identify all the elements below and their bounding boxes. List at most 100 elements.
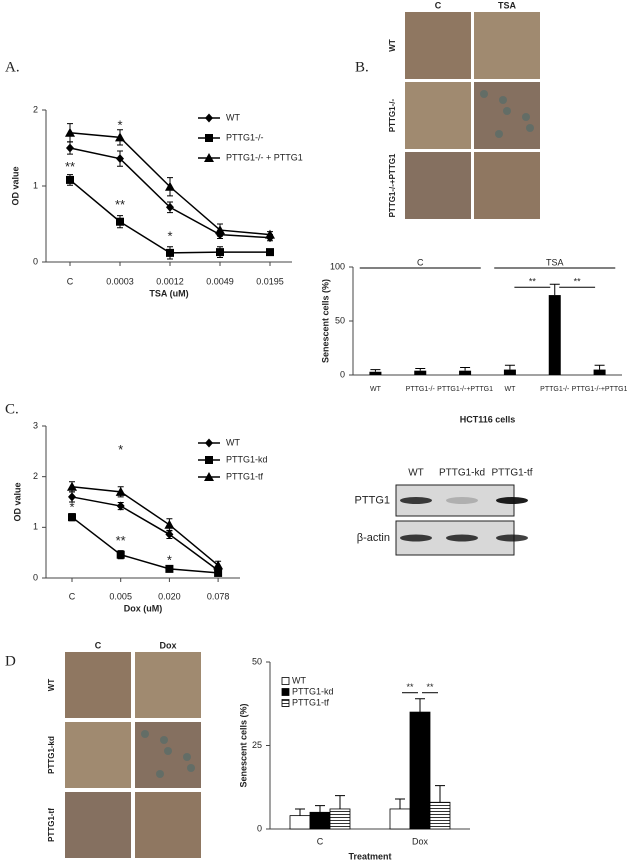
series-line: [71, 516, 219, 574]
stain-spot: [183, 753, 191, 761]
annotation: *: [117, 117, 122, 132]
y-tick-label: 2: [33, 104, 38, 114]
stain-spot: [160, 736, 168, 744]
micrograph: [405, 152, 471, 219]
marker: [166, 202, 174, 212]
series-line: [71, 496, 219, 572]
group-label: C: [417, 257, 424, 267]
blot-row-label: PTTG1: [355, 494, 390, 506]
marker: [115, 486, 126, 496]
bar: [289, 815, 311, 830]
marker: [165, 564, 174, 573]
stain-spot: [526, 124, 534, 132]
y-tick-label: 0: [33, 572, 38, 582]
marker: [215, 225, 225, 235]
panel-label: B.: [355, 59, 369, 75]
legend-swatch: [281, 677, 290, 685]
lane-label: PTTG1-kd: [439, 468, 485, 479]
column-label: TSA: [498, 0, 517, 10]
micrograph: [405, 82, 471, 149]
stain-spot: [156, 770, 164, 778]
legend-label: PTTG1-tf: [226, 471, 264, 481]
annotation: **: [574, 277, 582, 287]
marker: [67, 481, 77, 491]
y-axis-label: Senescent cells (%): [320, 279, 330, 363]
x-axis-label: HCT116 cells: [460, 414, 516, 424]
legend-label: PTTG1-tf: [292, 697, 330, 707]
marker: [66, 143, 74, 153]
lane-label: WT: [408, 468, 424, 479]
blot-row-label: β-actin: [357, 532, 390, 544]
y-axis-label: Senescent cells (%): [238, 703, 248, 787]
bar: [369, 371, 382, 375]
micrograph: [474, 152, 540, 219]
x-tick-label: PTTG1-/-+PTTG1: [572, 386, 627, 393]
error-bar: [415, 698, 425, 713]
row-label: PTTG1-/-: [388, 99, 397, 133]
error-bar: [335, 795, 345, 809]
marker: [205, 134, 213, 142]
legend-label: WT: [292, 675, 306, 685]
annotation: **: [529, 277, 537, 287]
row-label: PTTG1-kd: [47, 736, 56, 774]
legend-label: WT: [226, 437, 240, 447]
bar: [459, 370, 472, 375]
bar: [593, 369, 606, 375]
y-tick-label: 1: [33, 522, 38, 532]
x-tick-label: C: [67, 276, 74, 286]
x-tick-label: WT: [504, 386, 516, 393]
y-tick-label: 1: [33, 180, 38, 190]
y-tick-label: 25: [252, 740, 262, 750]
marker: [205, 456, 213, 464]
y-tick-label: 0: [340, 369, 345, 379]
marker: [204, 472, 214, 481]
row-label: PTTG1-tf: [47, 808, 56, 842]
group-label: TSA: [546, 257, 564, 267]
marker: [115, 132, 125, 142]
x-tick-label: 0.0012: [156, 276, 184, 286]
x-tick-label: 0.0049: [206, 276, 234, 286]
x-tick-label: 0.078: [207, 591, 230, 601]
stain-spot: [141, 730, 149, 738]
marker: [216, 248, 224, 257]
row-label: WT: [388, 39, 397, 52]
micrograph: [135, 792, 201, 858]
marker: [66, 175, 74, 184]
error-bar: [435, 785, 445, 803]
x-tick-label: C: [69, 591, 76, 601]
stain-spot: [499, 96, 507, 104]
band: [446, 497, 478, 504]
error-bar: [594, 364, 605, 370]
marker: [65, 127, 75, 137]
error-bar: [295, 808, 305, 816]
column-label: C: [435, 0, 442, 10]
annotation: **: [65, 159, 75, 174]
marker: [205, 113, 213, 123]
stain-spot: [164, 747, 172, 755]
marker: [265, 229, 275, 239]
marker: [68, 492, 76, 502]
row-label: PTTG1-/-+PTTG1: [388, 153, 397, 217]
marker: [165, 181, 175, 191]
bar: [548, 295, 561, 375]
x-tick-label: PTTG1-/-: [406, 386, 436, 393]
marker: [266, 248, 274, 257]
micrograph: [65, 652, 131, 718]
band: [446, 534, 478, 542]
y-axis-label: OD value: [12, 482, 22, 521]
marker: [116, 154, 124, 164]
bar: [389, 808, 411, 830]
x-tick-label: 0.0003: [106, 276, 134, 286]
x-tick-label: 0.0195: [256, 276, 284, 286]
micrograph: [65, 722, 131, 788]
stain-spot: [187, 764, 195, 772]
bar: [329, 808, 351, 830]
annotation: *: [118, 442, 123, 457]
band: [400, 534, 432, 542]
y-tick-label: 50: [252, 656, 262, 666]
series-line: [71, 486, 219, 566]
marker: [214, 568, 223, 577]
marker: [116, 501, 125, 511]
band: [400, 497, 432, 504]
